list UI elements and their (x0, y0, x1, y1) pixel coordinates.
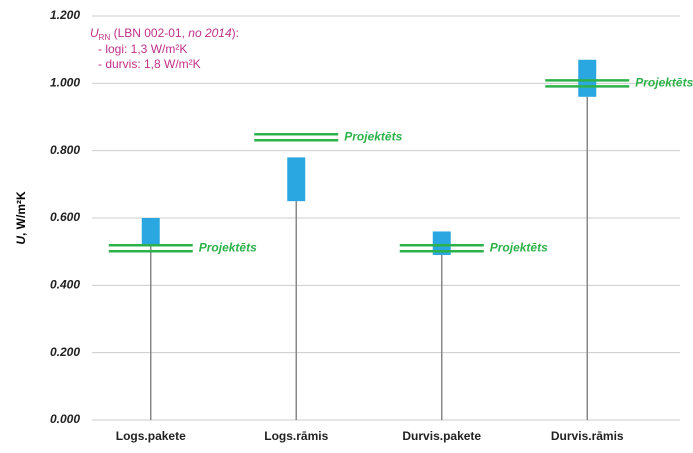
range-box (141, 218, 160, 245)
x-tick-label: Logs.pakete (116, 429, 186, 443)
y-axis-label: U, W/m²K (14, 191, 28, 245)
y-tick-label: 1.200 (50, 8, 80, 22)
projected-label: Projektēts (635, 76, 693, 90)
x-tick-label: Logs.rāmis (264, 429, 328, 443)
x-tick-label: Durvis.pakete (402, 429, 481, 443)
y-tick-label: 0.000 (50, 412, 80, 426)
annotation-line: - logi: 1,3 W/m²K (98, 42, 187, 56)
x-tick-label: Durvis.rāmis (551, 429, 624, 443)
projected-label: Projektēts (344, 129, 402, 143)
projected-label: Projektēts (199, 240, 257, 254)
projected-label: Projektēts (490, 240, 548, 254)
annotation-line: - durvis: 1,8 W/m²K (98, 57, 201, 71)
annotation-title: URN (LBN 002-01, no 2014): (90, 26, 239, 42)
range-box (287, 157, 306, 202)
y-tick-label: 1.000 (50, 76, 80, 90)
range-box (432, 231, 451, 256)
y-tick-label: 0.400 (50, 278, 80, 292)
y-tick-label: 0.800 (50, 143, 80, 157)
y-tick-label: 0.200 (50, 345, 80, 359)
y-tick-label: 0.600 (50, 210, 80, 224)
range-box (578, 59, 597, 97)
